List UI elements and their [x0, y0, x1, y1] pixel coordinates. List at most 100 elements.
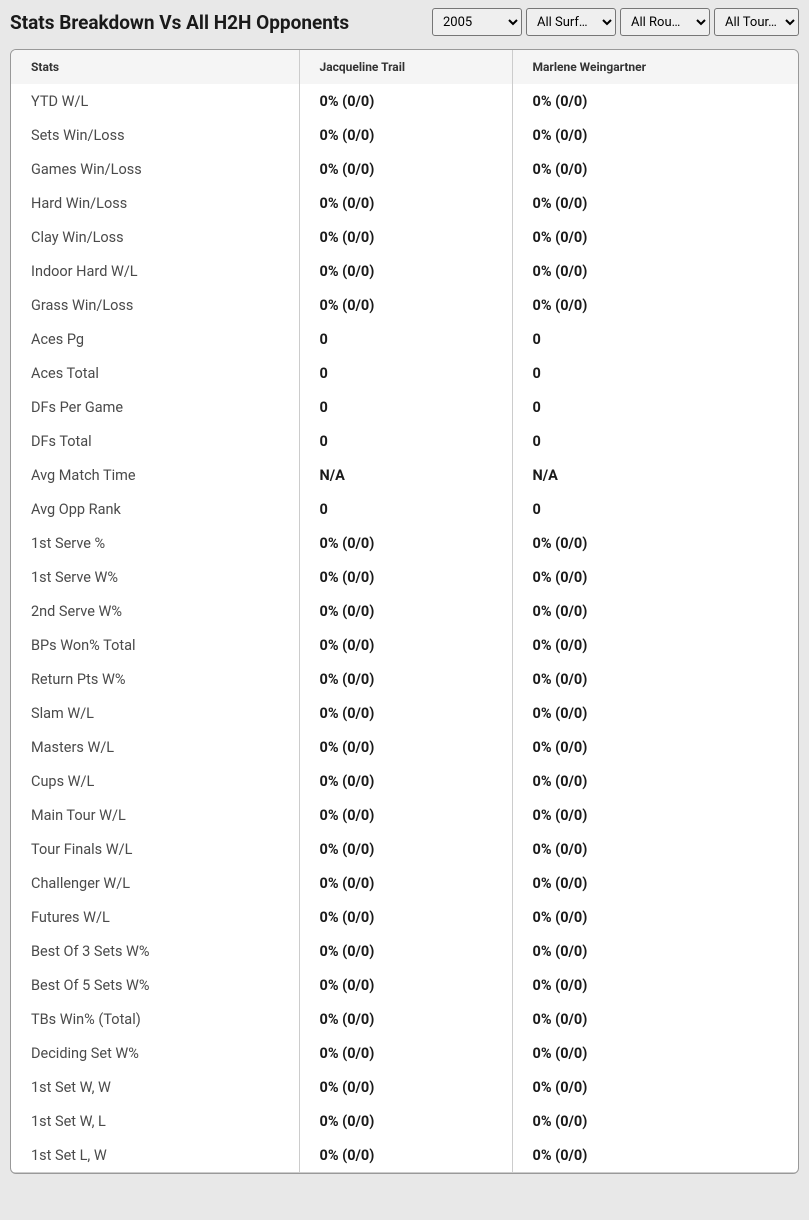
surface-select[interactable]: All Surf… [526, 8, 616, 36]
stats-table: Stats Jacqueline Trail Marlene Weingartn… [11, 50, 798, 1173]
table-row: Main Tour W/L0% (0/0)0% (0/0) [11, 799, 798, 833]
table-row: Cups W/L0% (0/0)0% (0/0) [11, 765, 798, 799]
table-header-row: Stats Jacqueline Trail Marlene Weingartn… [11, 50, 798, 85]
stat-value-player2: 0% (0/0) [512, 663, 798, 697]
stat-value-player1: 0% (0/0) [299, 527, 512, 561]
stat-value-player2: N/A [512, 459, 798, 493]
stat-value-player2: 0% (0/0) [512, 765, 798, 799]
stat-label: 1st Set L, W [11, 1139, 299, 1173]
column-header-player2: Marlene Weingartner [512, 50, 798, 85]
table-row: Avg Match TimeN/AN/A [11, 459, 798, 493]
table-row: Best Of 5 Sets W%0% (0/0)0% (0/0) [11, 969, 798, 1003]
stat-value-player2: 0% (0/0) [512, 1037, 798, 1071]
stat-label: 1st Set W, L [11, 1105, 299, 1139]
stat-label: Aces Total [11, 357, 299, 391]
stat-value-player2: 0% (0/0) [512, 595, 798, 629]
stat-value-player2: 0% (0/0) [512, 527, 798, 561]
stat-label: Main Tour W/L [11, 799, 299, 833]
stat-value-player2: 0% (0/0) [512, 289, 798, 323]
stat-value-player2: 0 [512, 357, 798, 391]
table-row: Challenger W/L0% (0/0)0% (0/0) [11, 867, 798, 901]
tour-select[interactable]: All Tour… [714, 8, 799, 36]
table-row: 2nd Serve W%0% (0/0)0% (0/0) [11, 595, 798, 629]
table-row: Tour Finals W/L0% (0/0)0% (0/0) [11, 833, 798, 867]
stats-table-body: YTD W/L0% (0/0)0% (0/0)Sets Win/Loss0% (… [11, 85, 798, 1173]
table-row: TBs Win% (Total)0% (0/0)0% (0/0) [11, 1003, 798, 1037]
stat-value-player2: 0% (0/0) [512, 1105, 798, 1139]
stat-value-player1: 0 [299, 391, 512, 425]
stat-value-player2: 0% (0/0) [512, 935, 798, 969]
stat-label: TBs Win% (Total) [11, 1003, 299, 1037]
table-row: DFs Total00 [11, 425, 798, 459]
stat-value-player1: 0% (0/0) [299, 153, 512, 187]
stat-value-player1: 0% (0/0) [299, 85, 512, 119]
stat-label: Masters W/L [11, 731, 299, 765]
stat-label: Grass Win/Loss [11, 289, 299, 323]
table-row: Aces Pg00 [11, 323, 798, 357]
stat-value-player2: 0% (0/0) [512, 221, 798, 255]
stat-label: Slam W/L [11, 697, 299, 731]
stat-value-player2: 0% (0/0) [512, 867, 798, 901]
stat-label: 1st Serve % [11, 527, 299, 561]
stat-value-player2: 0% (0/0) [512, 731, 798, 765]
stat-label: Clay Win/Loss [11, 221, 299, 255]
stat-label: 1st Serve W% [11, 561, 299, 595]
table-row: Sets Win/Loss0% (0/0)0% (0/0) [11, 119, 798, 153]
table-row: Clay Win/Loss0% (0/0)0% (0/0) [11, 221, 798, 255]
stat-value-player1: 0% (0/0) [299, 663, 512, 697]
year-select[interactable]: 2005 [432, 8, 522, 36]
filter-controls: 2005 All Surf… All Rou… All Tour… [432, 8, 799, 36]
stat-value-player1: 0% (0/0) [299, 867, 512, 901]
stat-value-player1: 0% (0/0) [299, 187, 512, 221]
round-select[interactable]: All Rou… [620, 8, 710, 36]
table-row: 1st Serve W%0% (0/0)0% (0/0) [11, 561, 798, 595]
stats-table-wrapper: Stats Jacqueline Trail Marlene Weingartn… [10, 49, 799, 1174]
table-row: Deciding Set W%0% (0/0)0% (0/0) [11, 1037, 798, 1071]
stat-value-player2: 0% (0/0) [512, 697, 798, 731]
stat-value-player2: 0 [512, 425, 798, 459]
stat-label: Hard Win/Loss [11, 187, 299, 221]
stat-value-player1: N/A [299, 459, 512, 493]
stat-value-player1: 0% (0/0) [299, 255, 512, 289]
stat-value-player1: 0% (0/0) [299, 119, 512, 153]
table-row: YTD W/L0% (0/0)0% (0/0) [11, 85, 798, 119]
stat-value-player2: 0 [512, 391, 798, 425]
stat-value-player1: 0% (0/0) [299, 629, 512, 663]
stat-value-player1: 0% (0/0) [299, 289, 512, 323]
stat-label: Futures W/L [11, 901, 299, 935]
stat-label: Deciding Set W% [11, 1037, 299, 1071]
stat-label: YTD W/L [11, 85, 299, 119]
stat-value-player1: 0% (0/0) [299, 765, 512, 799]
stat-label: Avg Match Time [11, 459, 299, 493]
stat-value-player1: 0% (0/0) [299, 1003, 512, 1037]
stat-value-player1: 0% (0/0) [299, 595, 512, 629]
stat-value-player1: 0% (0/0) [299, 561, 512, 595]
stat-value-player2: 0% (0/0) [512, 561, 798, 595]
table-row: Indoor Hard W/L0% (0/0)0% (0/0) [11, 255, 798, 289]
stat-value-player1: 0 [299, 493, 512, 527]
table-row: Games Win/Loss0% (0/0)0% (0/0) [11, 153, 798, 187]
stat-label: Aces Pg [11, 323, 299, 357]
stat-value-player2: 0% (0/0) [512, 85, 798, 119]
stat-value-player2: 0% (0/0) [512, 1071, 798, 1105]
stat-value-player1: 0% (0/0) [299, 969, 512, 1003]
stat-label: Avg Opp Rank [11, 493, 299, 527]
table-row: Futures W/L0% (0/0)0% (0/0) [11, 901, 798, 935]
table-row: Return Pts W%0% (0/0)0% (0/0) [11, 663, 798, 697]
stat-value-player2: 0% (0/0) [512, 119, 798, 153]
stat-value-player1: 0% (0/0) [299, 1071, 512, 1105]
stat-value-player2: 0% (0/0) [512, 833, 798, 867]
stat-value-player1: 0% (0/0) [299, 731, 512, 765]
stat-value-player1: 0% (0/0) [299, 1105, 512, 1139]
table-row: BPs Won% Total0% (0/0)0% (0/0) [11, 629, 798, 663]
table-row: Grass Win/Loss0% (0/0)0% (0/0) [11, 289, 798, 323]
stat-value-player1: 0% (0/0) [299, 901, 512, 935]
table-row: 1st Serve %0% (0/0)0% (0/0) [11, 527, 798, 561]
stat-label: Best Of 5 Sets W% [11, 969, 299, 1003]
table-row: Masters W/L0% (0/0)0% (0/0) [11, 731, 798, 765]
stat-value-player2: 0% (0/0) [512, 1139, 798, 1173]
stat-value-player1: 0% (0/0) [299, 833, 512, 867]
table-row: 1st Set W, L0% (0/0)0% (0/0) [11, 1105, 798, 1139]
stat-label: Cups W/L [11, 765, 299, 799]
stat-label: Best Of 3 Sets W% [11, 935, 299, 969]
